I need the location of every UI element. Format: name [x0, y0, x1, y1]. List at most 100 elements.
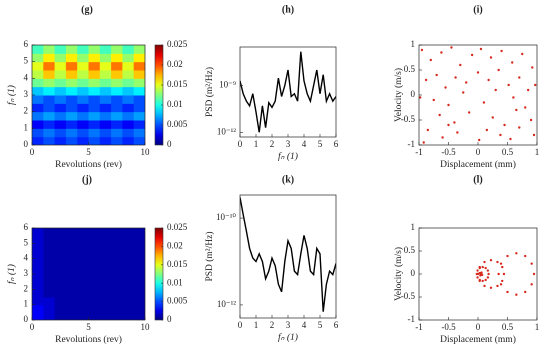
- heat-cell: [32, 103, 44, 113]
- heat-cell: [122, 95, 135, 104]
- y-tick-label: 4: [24, 253, 29, 263]
- heat-cell: [43, 111, 56, 121]
- psd-line: [240, 197, 336, 312]
- heat-cell: [122, 86, 135, 96]
- phase-point: [524, 254, 527, 258]
- heat-cell: [43, 251, 56, 260]
- phase-point: [440, 51, 443, 54]
- phase-point: [481, 265, 484, 269]
- phase-point: [456, 131, 459, 134]
- colorbar-tick-label: 0.025: [167, 39, 188, 49]
- heat-cell: [111, 53, 123, 63]
- heat-cell: [43, 266, 56, 275]
- y-tick-label: 1: [411, 222, 416, 232]
- heat-cell: [32, 266, 44, 275]
- y-axis-label: PSD (m²/Hz): [204, 67, 215, 117]
- heat-cell: [77, 103, 89, 113]
- heat-cell: [65, 243, 78, 252]
- heat-cell: [54, 289, 67, 298]
- phase-point: [459, 63, 462, 67]
- phase-point: [478, 279, 481, 283]
- phase-point: [426, 128, 430, 132]
- phase-point: [507, 83, 510, 87]
- colorbar-tick-label: 0.005: [167, 296, 188, 306]
- heat-cell: [99, 53, 112, 63]
- heat-cell: [88, 258, 101, 267]
- heat-cell: [133, 136, 145, 145]
- heat-cell: [65, 312, 78, 320]
- heat-cell: [99, 228, 112, 237]
- x-axis-label: fₙ (1): [278, 332, 298, 343]
- panel-title: (h): [282, 4, 294, 15]
- heat-cell: [65, 86, 78, 96]
- marks: [419, 46, 537, 144]
- heat-cell: [77, 228, 89, 237]
- heat-cell: [54, 312, 67, 320]
- heat-cell: [122, 103, 135, 113]
- heat-cell: [65, 70, 78, 79]
- heat-cell: [122, 235, 135, 244]
- heat-cell: [43, 136, 56, 145]
- heat-cell: [77, 274, 89, 283]
- heat-cell: [133, 281, 145, 290]
- heat-cell: [32, 235, 44, 244]
- phase-point: [526, 88, 530, 92]
- heat-cell: [88, 289, 101, 298]
- heat-cell: [32, 289, 44, 298]
- heat-cell: [122, 78, 135, 88]
- heat-cell: [77, 289, 89, 298]
- y-tick-label: 10⁻¹²: [217, 299, 236, 309]
- panel-title: (j): [82, 174, 92, 185]
- heat-cell: [65, 45, 78, 54]
- heat-cell: [65, 266, 78, 275]
- plot-area: [32, 45, 145, 145]
- heat-cell: [43, 120, 56, 129]
- phase-point: [483, 284, 486, 288]
- phase-point: [499, 283, 503, 286]
- heat-cell: [133, 111, 145, 121]
- phase-point: [501, 265, 504, 269]
- heat-cell: [122, 281, 135, 290]
- heat-cell: [65, 228, 78, 237]
- heat-cell: [122, 297, 135, 306]
- heat-cell: [43, 128, 56, 138]
- heat-cell: [88, 297, 101, 306]
- y-tick-label: 2: [24, 106, 29, 116]
- phase-point: [481, 279, 484, 283]
- heat-cell: [32, 281, 44, 290]
- colorbar-tick-label: 0: [167, 139, 172, 149]
- heat-cell: [99, 289, 112, 298]
- heat-cell: [32, 111, 44, 121]
- heat-cell: [88, 45, 101, 54]
- heat-cell: [111, 304, 123, 313]
- heat-cell: [77, 70, 89, 79]
- phase-point: [424, 78, 428, 82]
- phase-point: [515, 108, 518, 112]
- phase-point: [499, 133, 502, 137]
- colorbar-tick-label: 0.005: [167, 119, 188, 129]
- heat-cell: [88, 95, 101, 104]
- heat-cell: [99, 120, 112, 129]
- heat-cell: [43, 86, 56, 96]
- phase-point: [444, 86, 447, 89]
- x-tick-label: 4: [302, 320, 307, 330]
- heat-cell: [54, 61, 67, 71]
- phase-point: [487, 78, 490, 82]
- heat-cell: [99, 70, 112, 79]
- heat-cell: [99, 45, 112, 54]
- phase-point: [511, 61, 514, 64]
- phase-point: [484, 278, 487, 282]
- heat-cell: [133, 304, 145, 313]
- heat-cell: [54, 297, 67, 306]
- phase-point: [441, 136, 444, 139]
- phase-point: [476, 272, 480, 276]
- heat-cell: [88, 266, 101, 275]
- heat-cell: [111, 61, 123, 71]
- heat-cell: [54, 281, 67, 290]
- phase-point: [494, 88, 497, 92]
- y-tick-label: 0: [411, 268, 416, 278]
- heat-cell: [99, 312, 112, 320]
- heat-cell: [99, 61, 112, 71]
- phase-point: [432, 98, 435, 102]
- heat-cell: [77, 61, 89, 71]
